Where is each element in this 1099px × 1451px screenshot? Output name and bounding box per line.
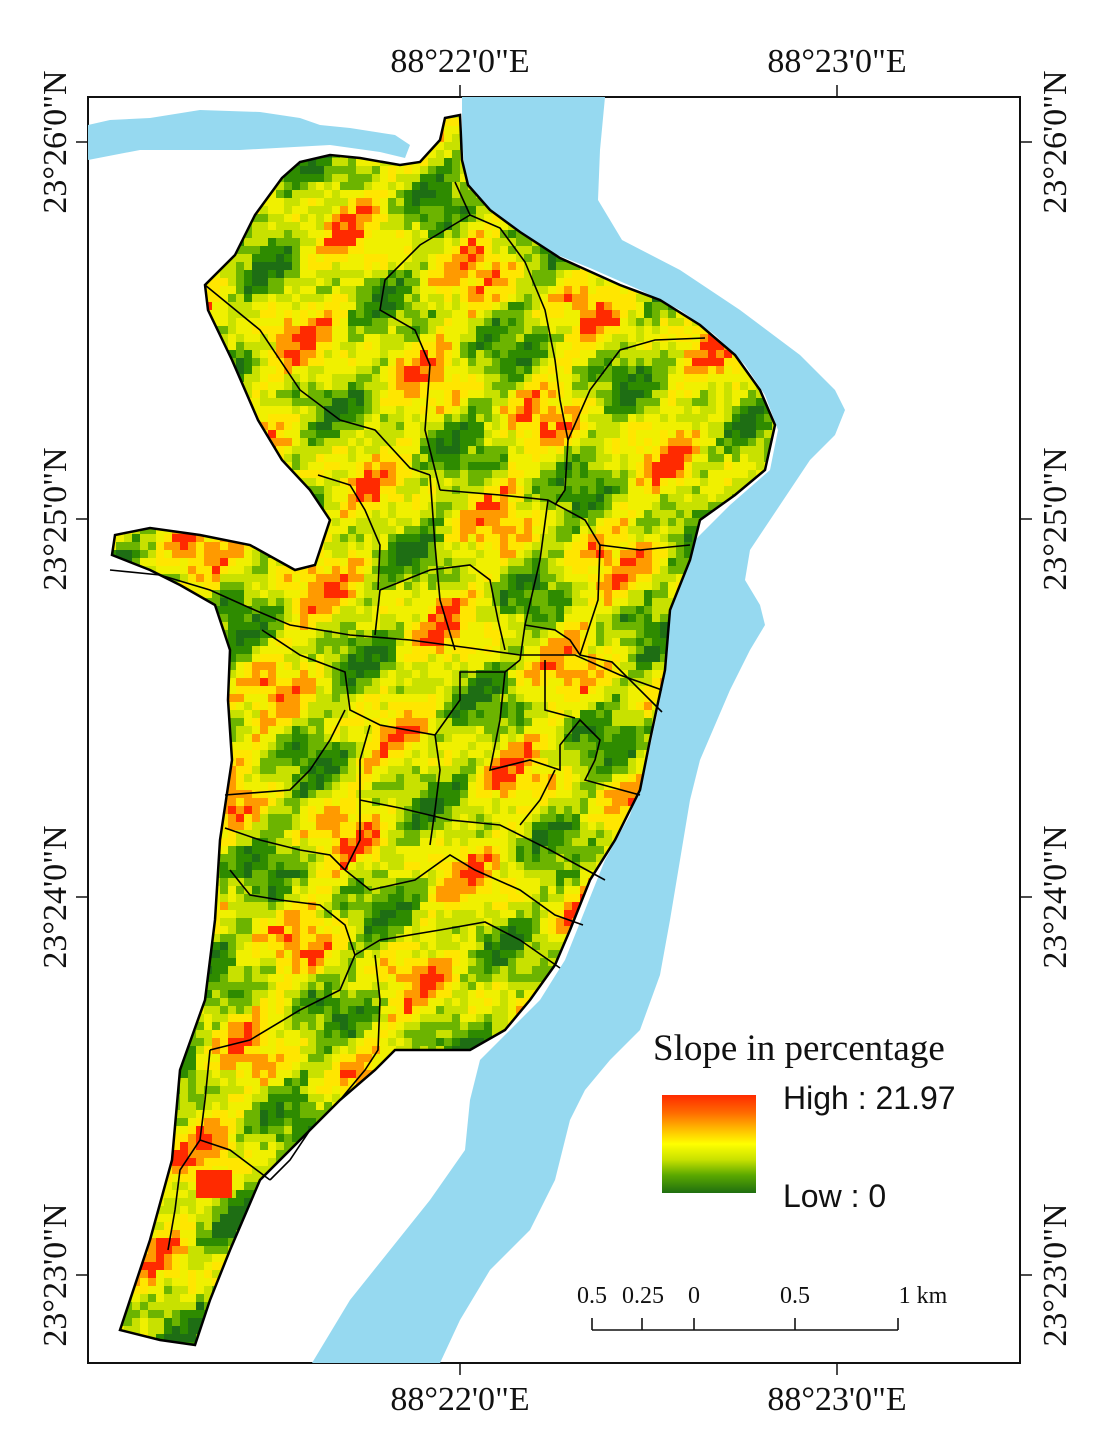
graticule-ticks (76, 85, 1032, 1375)
legend-low-label: Low : 0 (783, 1178, 886, 1214)
right-lat-label-2: 23°25'0"N (1037, 447, 1074, 590)
left-lat-label-1: 23°26'0"N (37, 70, 74, 213)
legend-title: Slope in percentage (653, 1028, 945, 1069)
top-lon-label-1: 88°22'0"E (390, 43, 529, 80)
river-upper-left (88, 97, 410, 160)
right-lat-label-4: 23°23'0"N (1037, 1203, 1074, 1346)
right-lat-label-1: 23°26'0"N (1037, 70, 1074, 213)
scale-label-0: 0.5 (577, 1283, 607, 1309)
legend: Slope in percentage High : 21.97 Low : 0 (653, 1028, 956, 1214)
legend-color-ramp (662, 1095, 756, 1193)
top-lon-label-2: 88°23'0"E (767, 43, 906, 80)
scale-label-2: 0 (688, 1283, 700, 1309)
scale-label-3: 0.5 (780, 1283, 810, 1309)
scale-bar: 0.5 0.25 0 0.5 1 km (577, 1283, 948, 1331)
left-lat-label-4: 23°23'0"N (37, 1203, 74, 1346)
left-lat-label-2: 23°25'0"N (37, 447, 74, 590)
bottom-lon-label-1: 88°22'0"E (390, 1381, 529, 1418)
scale-label-4: 1 km (899, 1283, 948, 1309)
legend-high-label: High : 21.97 (783, 1080, 956, 1116)
left-lat-label-3: 23°24'0"N (37, 825, 74, 968)
bottom-lon-label-2: 88°23'0"E (767, 1381, 906, 1418)
right-lat-label-3: 23°24'0"N (1037, 825, 1074, 968)
scale-label-1: 0.25 (622, 1283, 664, 1309)
road-network (109, 181, 706, 1251)
